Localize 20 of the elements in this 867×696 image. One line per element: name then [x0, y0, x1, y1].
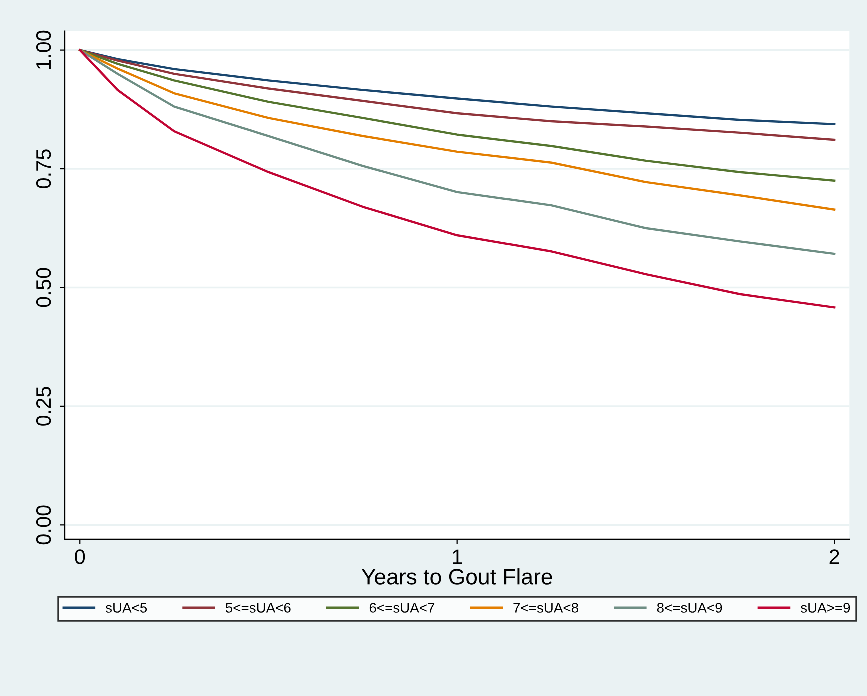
y-tick-label: 1.00	[36, 30, 52, 69]
y-tick-label: 0.00	[36, 506, 52, 545]
legend-label: sUA<5	[106, 603, 148, 613]
x-axis-title: Years to Gout Flare	[362, 568, 552, 585]
legend-label: 8<=sUA<9	[657, 603, 722, 613]
x-tick-label: 0	[75, 550, 86, 564]
y-tick-label: 0.50	[36, 268, 52, 308]
legend-label: 5<=sUA<6	[226, 603, 291, 613]
legend-label: 7<=sUA<8	[514, 603, 578, 613]
line-series	[79, 49, 836, 211]
line-series	[79, 49, 836, 182]
legend-label: sUA>=9	[800, 603, 850, 613]
line-series	[79, 49, 836, 126]
y-tick-label: 0.75	[36, 150, 52, 188]
x-tick-label: 2	[830, 550, 840, 564]
legend-label: 6<=sUA<7	[370, 603, 435, 613]
line-series	[79, 49, 836, 256]
line-series	[79, 49, 836, 309]
y-tick-label: 0.25	[36, 387, 52, 426]
x-tick-label: 1	[453, 550, 462, 564]
